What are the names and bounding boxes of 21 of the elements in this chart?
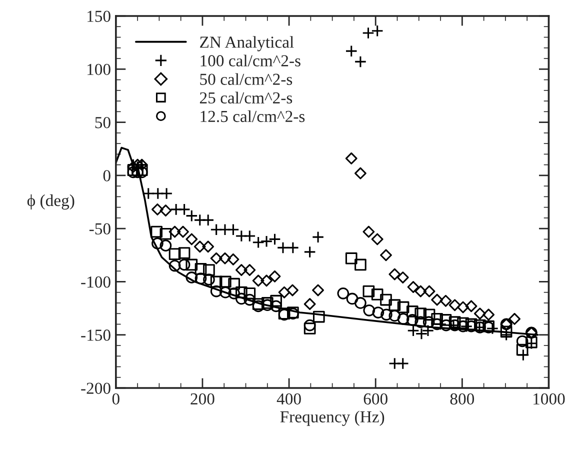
- y-tick-label: 50: [95, 116, 110, 128]
- x-tick-label: 200: [190, 393, 214, 405]
- y-tick-label: 100: [88, 64, 110, 76]
- legend-label: 100 cal/cm^2-s: [200, 54, 300, 66]
- y-axis-title: ϕ (deg): [27, 194, 74, 210]
- y-tick-label: -50: [89, 223, 110, 235]
- x-tick-label: 400: [276, 393, 301, 405]
- x-tick-label: 1000: [534, 393, 565, 405]
- y-tick-label: 0: [103, 170, 110, 182]
- y-tick-label: 150: [88, 10, 110, 22]
- y-tick-label: -100: [81, 276, 110, 288]
- y-tick-label: -200: [81, 382, 110, 394]
- legend-label: ZN Analytical: [200, 36, 294, 52]
- x-tick-label: 0: [112, 393, 120, 405]
- x-tick-label: 800: [450, 393, 474, 405]
- legend-label: 50 cal/cm^2-s: [200, 73, 292, 85]
- y-tick-label: -150: [81, 330, 110, 341]
- x-tick-label: 600: [364, 393, 388, 405]
- legend-label: 25 cal/cm^2-s: [200, 92, 292, 104]
- x-axis-title: Frequency (Hz): [280, 410, 384, 426]
- legend-label: 12.5 cal/cm^2-s: [200, 110, 305, 122]
